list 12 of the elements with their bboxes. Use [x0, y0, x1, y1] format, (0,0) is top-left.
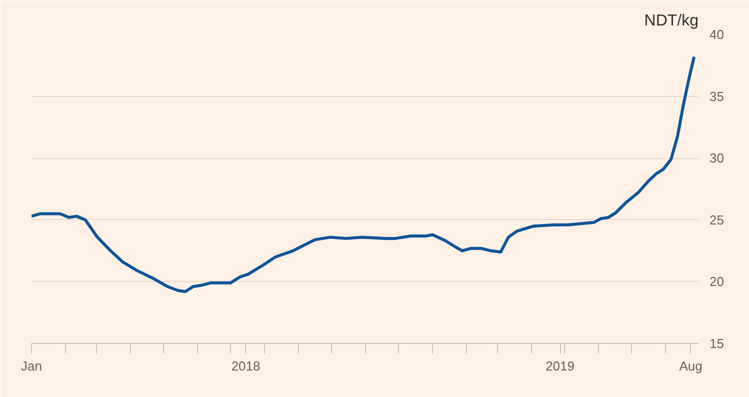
y-axis-title: NDT/kg — [644, 12, 699, 30]
x-tick-label: Aug — [679, 358, 702, 374]
y-tick-label: 35 — [710, 88, 724, 104]
x-tick-label: 2018 — [231, 358, 260, 374]
x-tick-label: 2019 — [546, 358, 575, 374]
y-tick-label: 25 — [710, 212, 724, 228]
y-tick-label: 30 — [710, 150, 724, 166]
line-series — [32, 55, 696, 294]
x-tick-label: Jan — [21, 358, 42, 374]
y-tick-label: 40 — [710, 27, 724, 42]
y-tick-label: 15 — [710, 336, 724, 351]
y-tick-label: 20 — [710, 274, 724, 290]
